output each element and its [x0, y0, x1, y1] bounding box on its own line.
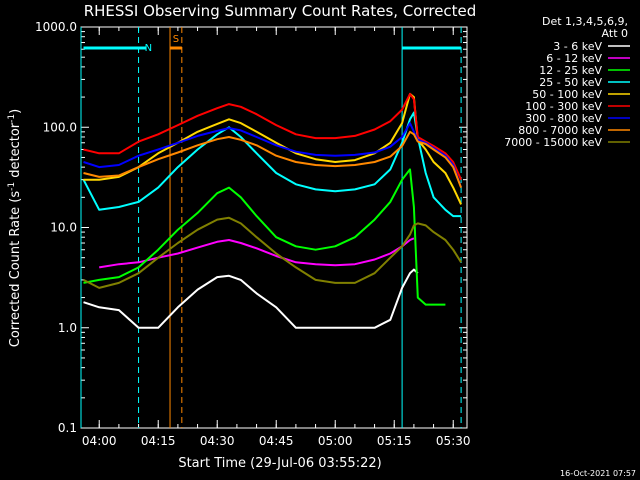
x-tick-label: 05:30: [436, 434, 471, 448]
legend-entry-label: 50 - 100 keV: [532, 88, 602, 101]
series-line-8: [83, 130, 463, 188]
series-line-3: [83, 168, 446, 306]
y-axis-label-prefix: Corrected Count Rate (s: [8, 191, 23, 348]
series-line-7: [83, 122, 463, 188]
flag-label: S: [173, 34, 179, 45]
legend-entry-label: 100 - 300 keV: [525, 100, 602, 113]
legend-entry-label: 12 - 25 keV: [539, 64, 602, 77]
legend-header: Att 0: [602, 27, 628, 40]
y-axis-label-sup2: -1: [7, 114, 17, 123]
y-tick-label: 1.0: [58, 321, 77, 335]
x-axis-label: Start Time (29-Jul-06 03:55:22): [178, 456, 381, 471]
series-line-2: [99, 237, 415, 269]
x-tick-label: 04:00: [82, 434, 117, 448]
x-tick-label: 05:00: [318, 434, 353, 448]
x-tick-label: 04:30: [200, 434, 235, 448]
y-tick-label: 1000.0: [35, 20, 77, 34]
y-axis-label-mid: detector: [8, 122, 23, 182]
series-line-1: [83, 268, 419, 329]
flag-label: N: [145, 43, 152, 54]
y-axis-label-sup1: -1: [7, 182, 17, 191]
series-line-6: [83, 92, 463, 181]
chart-title: RHESSI Observing Summary Count Rates, Co…: [84, 2, 477, 20]
y-tick-label: 0.1: [58, 421, 77, 435]
y-tick-label: 100.0: [43, 120, 77, 134]
series-line-5: [83, 92, 463, 205]
legend-entry-label: 6 - 12 keV: [546, 52, 602, 65]
series-line-9: [83, 216, 462, 289]
legend-entry-label: 3 - 6 keV: [553, 40, 602, 53]
y-axis-label-suffix: ): [8, 109, 23, 114]
legend-header: Det 1,3,4,5,6,9,: [542, 15, 628, 28]
series-line-4: [82, 111, 462, 218]
y-axis-label: Corrected Count Rate (s-1 detector-1): [7, 109, 23, 347]
legend-entry-label: 7000 - 15000 keV: [504, 136, 602, 149]
plot-area: 0.1 1.0 10.0 100.0 1000.0 04:00 04:15 04:30 04:4…: [35, 20, 471, 448]
x-tick-label: 04:45: [259, 434, 294, 448]
y-tick-label: 10.0: [50, 221, 77, 235]
date-stamp: 16-Oct-2021 07:57: [560, 469, 636, 478]
x-tick-label: 04:15: [141, 434, 176, 448]
legend-entry-label: 25 - 50 keV: [539, 76, 602, 89]
legend-entry-label: 800 - 7000 keV: [518, 124, 602, 137]
legend-entry-label: 300 - 800 keV: [525, 112, 602, 125]
x-tick-label: 05:15: [377, 434, 412, 448]
